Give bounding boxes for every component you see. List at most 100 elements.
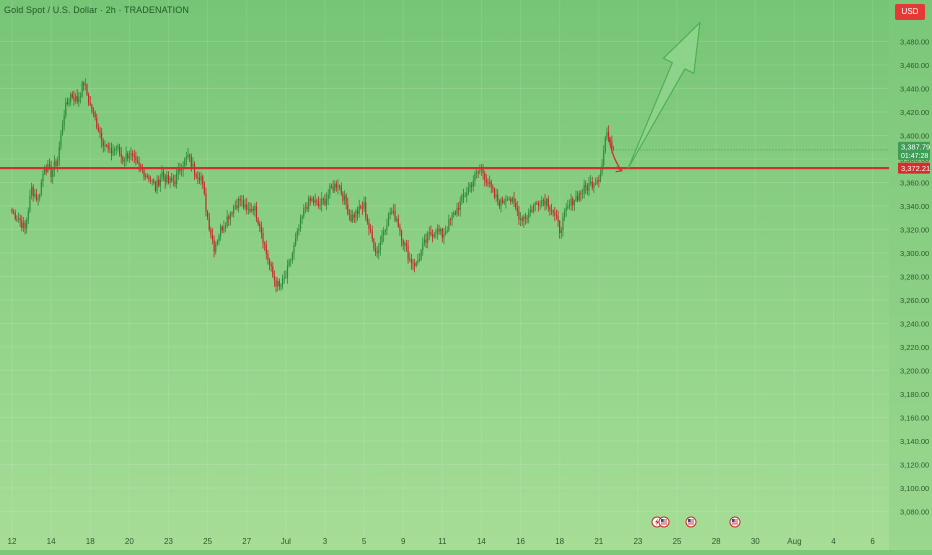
candle[interactable] bbox=[71, 91, 73, 99]
candle[interactable] bbox=[83, 81, 85, 91]
candle[interactable] bbox=[350, 209, 352, 223]
candle[interactable] bbox=[578, 190, 580, 203]
candle[interactable] bbox=[453, 210, 455, 218]
candle[interactable] bbox=[84, 78, 86, 91]
candle[interactable] bbox=[283, 270, 285, 284]
candle[interactable] bbox=[76, 89, 78, 105]
candle[interactable] bbox=[464, 192, 466, 198]
candle[interactable] bbox=[484, 170, 486, 187]
currency-button[interactable]: USD bbox=[895, 4, 925, 20]
candle[interactable] bbox=[242, 195, 245, 210]
candle[interactable] bbox=[405, 239, 408, 252]
candle[interactable] bbox=[34, 189, 36, 199]
candle[interactable] bbox=[241, 194, 243, 207]
candle[interactable] bbox=[500, 197, 502, 213]
candle[interactable] bbox=[221, 225, 223, 233]
candle[interactable] bbox=[467, 182, 469, 196]
candle[interactable] bbox=[325, 192, 328, 211]
candle[interactable] bbox=[73, 90, 75, 106]
candle[interactable] bbox=[552, 209, 554, 217]
candle[interactable] bbox=[386, 218, 388, 236]
candle[interactable] bbox=[503, 198, 505, 205]
candle[interactable] bbox=[322, 197, 324, 205]
candle[interactable] bbox=[104, 140, 106, 152]
candle[interactable] bbox=[105, 143, 108, 148]
candle[interactable] bbox=[387, 212, 390, 227]
candle[interactable] bbox=[397, 214, 399, 228]
candle[interactable] bbox=[332, 180, 334, 194]
candle[interactable] bbox=[536, 200, 538, 205]
candle[interactable] bbox=[594, 177, 597, 186]
candle[interactable] bbox=[585, 180, 587, 194]
candle[interactable] bbox=[224, 222, 227, 233]
candle[interactable] bbox=[99, 126, 101, 139]
candle[interactable] bbox=[461, 193, 463, 205]
candle[interactable] bbox=[436, 224, 439, 240]
candle[interactable] bbox=[474, 170, 476, 187]
candle[interactable] bbox=[200, 171, 202, 186]
candle[interactable] bbox=[50, 160, 52, 183]
us-flag-icon[interactable] bbox=[729, 516, 741, 528]
candle[interactable] bbox=[86, 83, 88, 96]
candle[interactable] bbox=[268, 257, 271, 271]
candle[interactable] bbox=[223, 220, 225, 234]
candle[interactable] bbox=[110, 142, 113, 161]
candle[interactable] bbox=[138, 156, 140, 173]
candle[interactable] bbox=[599, 169, 602, 183]
candle[interactable] bbox=[567, 199, 569, 210]
candle[interactable] bbox=[211, 228, 214, 245]
candle[interactable] bbox=[379, 235, 381, 256]
candle[interactable] bbox=[29, 189, 31, 214]
candle[interactable] bbox=[239, 195, 241, 207]
candle[interactable] bbox=[130, 147, 132, 161]
candle[interactable] bbox=[546, 197, 548, 210]
candle[interactable] bbox=[444, 225, 447, 236]
candle[interactable] bbox=[298, 224, 300, 236]
candle[interactable] bbox=[402, 238, 404, 251]
projection-arrow[interactable] bbox=[627, 21, 701, 169]
candle[interactable] bbox=[427, 230, 429, 249]
candle[interactable] bbox=[229, 211, 232, 226]
candle[interactable] bbox=[135, 151, 137, 166]
candle[interactable] bbox=[471, 182, 473, 193]
candle[interactable] bbox=[420, 248, 422, 261]
candle[interactable] bbox=[40, 179, 42, 197]
candle[interactable] bbox=[195, 172, 197, 179]
candle[interactable] bbox=[32, 184, 34, 202]
candle[interactable] bbox=[53, 155, 55, 177]
candle[interactable] bbox=[309, 195, 311, 206]
candle[interactable] bbox=[526, 214, 528, 224]
candle[interactable] bbox=[396, 216, 398, 223]
candle[interactable] bbox=[487, 178, 489, 188]
candle[interactable] bbox=[68, 97, 70, 108]
candle[interactable] bbox=[458, 202, 460, 216]
candle[interactable] bbox=[343, 190, 346, 205]
candle[interactable] bbox=[519, 212, 522, 227]
candle[interactable] bbox=[96, 113, 98, 130]
candle[interactable] bbox=[497, 189, 499, 206]
candle[interactable] bbox=[353, 211, 355, 223]
candle[interactable] bbox=[347, 197, 349, 216]
candle[interactable] bbox=[236, 198, 238, 211]
candle[interactable] bbox=[174, 174, 176, 188]
candle[interactable] bbox=[27, 207, 29, 225]
candle[interactable] bbox=[361, 201, 364, 215]
candle[interactable] bbox=[215, 241, 217, 255]
candle[interactable] bbox=[422, 237, 424, 256]
symbol-title[interactable]: Gold Spot / U.S. Dollar · 2h · TRADENATI… bbox=[4, 5, 189, 15]
candle[interactable] bbox=[573, 199, 575, 212]
candle[interactable] bbox=[281, 274, 284, 290]
candle[interactable] bbox=[146, 173, 148, 179]
candle[interactable] bbox=[412, 258, 414, 271]
candle[interactable] bbox=[254, 203, 256, 217]
candle[interactable] bbox=[92, 107, 95, 117]
candle[interactable] bbox=[493, 187, 496, 200]
us-flag-icon[interactable] bbox=[658, 516, 670, 528]
candle[interactable] bbox=[508, 196, 510, 201]
candle[interactable] bbox=[409, 252, 411, 263]
candle[interactable] bbox=[16, 215, 18, 222]
candle[interactable] bbox=[107, 142, 109, 153]
candle[interactable] bbox=[606, 127, 608, 141]
candle[interactable] bbox=[435, 228, 437, 239]
candle[interactable] bbox=[550, 203, 553, 216]
